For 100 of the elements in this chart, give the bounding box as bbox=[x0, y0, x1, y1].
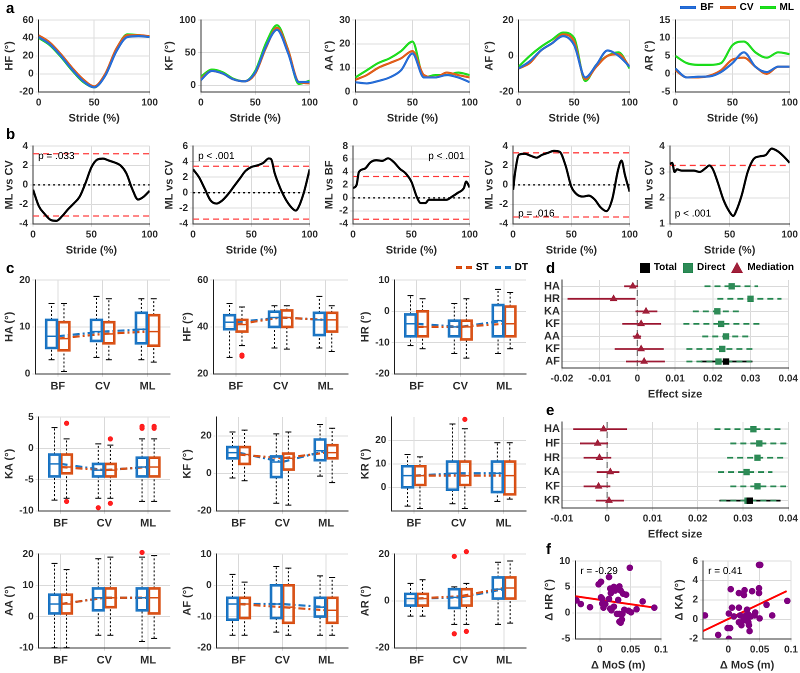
point bbox=[719, 346, 726, 352]
point bbox=[743, 468, 750, 476]
point bbox=[594, 482, 602, 489]
point bbox=[754, 454, 761, 461]
y-tick-label: -10 bbox=[375, 337, 390, 348]
legend-label: ML bbox=[780, 2, 794, 13]
x-tick-label: 100 bbox=[781, 98, 798, 109]
y-tick-label: 2 bbox=[342, 180, 349, 191]
y-tick-label: -4 bbox=[499, 218, 509, 230]
x-tick-label: -0.01 bbox=[550, 514, 574, 525]
y-tick-label: 2 bbox=[22, 160, 29, 172]
y-axis-title: ML vs BF bbox=[324, 160, 336, 210]
point bbox=[756, 615, 763, 622]
chart-title: f bbox=[546, 541, 551, 558]
y-axis-title: AF (°) bbox=[484, 40, 496, 71]
x-tick-label: 0.05 bbox=[620, 644, 641, 656]
y-tick-label: -2 bbox=[339, 206, 349, 217]
y-tick-label: 5 bbox=[564, 582, 571, 593]
x-axis-title: Stride (%) bbox=[66, 244, 118, 256]
y-tick-label: -2 bbox=[689, 634, 699, 645]
x-tick-label: BF bbox=[53, 517, 68, 530]
y-tick-label: 0 bbox=[190, 80, 196, 92]
y-tick-label: 0 bbox=[564, 608, 571, 619]
y-tick-label: 30 bbox=[339, 14, 351, 26]
y-axis-title: ML vs CV bbox=[164, 160, 176, 210]
point bbox=[639, 598, 646, 605]
x-tick-label: 50 bbox=[406, 230, 418, 241]
y-axis-title: ML vs CV bbox=[4, 160, 16, 210]
point bbox=[726, 610, 732, 617]
x-tick-label: BF bbox=[53, 654, 68, 666]
x-tick-label: CV bbox=[95, 380, 111, 392]
point bbox=[747, 296, 754, 302]
point bbox=[718, 320, 724, 328]
x-axis-title: Stride (%) bbox=[386, 112, 438, 124]
y-tick-label: 0 bbox=[344, 86, 351, 98]
x-axis-title: Effect size bbox=[648, 388, 702, 400]
y-tick-label: 0 bbox=[384, 596, 390, 607]
point bbox=[594, 438, 602, 446]
annotation: p < .001 bbox=[428, 150, 466, 162]
x-tick-label: 50 bbox=[406, 98, 418, 109]
y-tick-label: -20 bbox=[375, 642, 390, 654]
y-tick-label: AF bbox=[545, 356, 560, 368]
point bbox=[784, 598, 791, 604]
x-tick-label: 50 bbox=[88, 98, 100, 109]
y-tick-label: 10 bbox=[559, 556, 571, 567]
y-tick-label: 100 bbox=[179, 14, 196, 26]
x-tick-label: 0.03 bbox=[733, 514, 754, 525]
y-tick-label: 0 bbox=[384, 306, 390, 318]
point bbox=[610, 603, 618, 610]
x-tick-label: 50 bbox=[86, 230, 98, 241]
x-axis-title: Stride (%) bbox=[704, 244, 756, 256]
y-tick-label: 2 bbox=[182, 172, 189, 183]
y-tick-label: 10 bbox=[375, 458, 387, 470]
y-axis-title: AR (°) bbox=[360, 585, 372, 616]
y-tick-label: 0 bbox=[206, 580, 212, 592]
annotation: p = .016 bbox=[518, 208, 555, 220]
y-tick-label: 40 bbox=[22, 32, 34, 44]
x-tick-label: 0.04 bbox=[778, 374, 798, 385]
chart-title: b bbox=[6, 126, 16, 143]
point bbox=[728, 604, 736, 611]
point bbox=[703, 612, 708, 619]
y-tick-label: 0 bbox=[342, 192, 349, 204]
y-tick-label: 4 bbox=[182, 156, 189, 168]
x-tick-label: 100 bbox=[141, 230, 158, 241]
legend-label: ST bbox=[476, 262, 489, 273]
x-axis-title: Δ MoS (m) bbox=[591, 659, 646, 672]
y-tick-label: 10 bbox=[200, 548, 212, 560]
x-tick-label: ML bbox=[496, 517, 512, 530]
y-tick-label: 15 bbox=[659, 14, 671, 26]
y-tick-label: 20 bbox=[22, 548, 34, 560]
y-axis-title: AA (°) bbox=[324, 40, 336, 72]
y-tick-label: -2 bbox=[499, 199, 509, 210]
x-tick-label: 100 bbox=[621, 98, 638, 109]
x-tick-label: ML bbox=[496, 654, 512, 666]
y-tick-label: -20 bbox=[19, 86, 34, 98]
y-tick-label: 20 bbox=[197, 368, 209, 380]
legend-label: DT bbox=[514, 262, 528, 273]
y-tick-label: 20 bbox=[502, 14, 514, 26]
y-tick-label: 60 bbox=[197, 274, 209, 286]
x-tick-label: ML bbox=[318, 380, 334, 392]
y-tick-label: 6 bbox=[342, 154, 349, 165]
y-axis-title: Δ KA (°) bbox=[674, 578, 686, 621]
x-tick-label: 0 bbox=[36, 98, 42, 109]
x-tick-label: BF bbox=[409, 380, 424, 392]
annotation: p = .033 bbox=[38, 150, 75, 162]
x-tick-label: BF bbox=[409, 654, 424, 666]
annotation: p < .001 bbox=[198, 150, 235, 162]
x-tick-label: CV bbox=[451, 517, 467, 530]
x-tick-label: BF bbox=[231, 517, 246, 530]
y-tick-label: -4 bbox=[339, 218, 349, 230]
legend-label: Total bbox=[654, 262, 677, 273]
y-axis-title: AR (°) bbox=[644, 40, 656, 72]
y-tick-label: 4 bbox=[22, 140, 29, 152]
x-axis-title: Stride (%) bbox=[706, 112, 758, 124]
x-tick-label: 0.1 bbox=[654, 644, 668, 656]
x-axis-title: Stride (%) bbox=[546, 244, 598, 256]
y-tick-label: -10 bbox=[19, 642, 34, 654]
point bbox=[640, 357, 648, 364]
y-tick-label: 0 bbox=[692, 614, 699, 626]
y-tick-label: 0 bbox=[664, 68, 671, 80]
